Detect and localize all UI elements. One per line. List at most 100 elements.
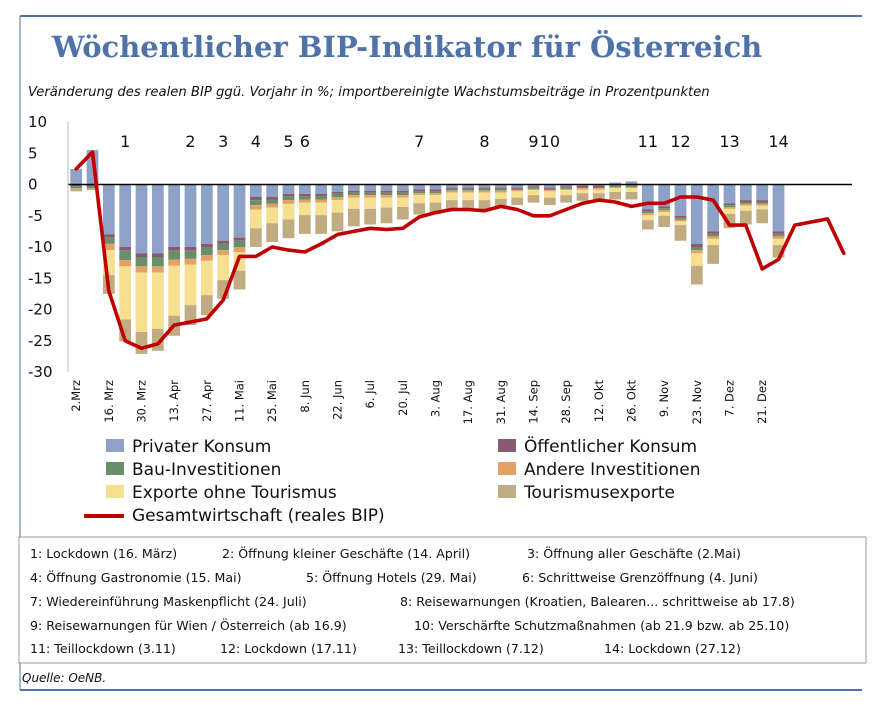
bar-segment xyxy=(168,247,181,251)
bar-segment xyxy=(511,191,524,198)
bar-segment xyxy=(592,188,605,190)
legend-label: Privater Konsum xyxy=(132,437,271,457)
y-tick-label: -25 xyxy=(28,332,53,350)
bar-segment xyxy=(217,280,230,299)
bar-segment xyxy=(298,199,311,203)
bar-segment xyxy=(413,203,426,215)
bar-segment xyxy=(151,184,164,254)
bar-segment xyxy=(576,193,589,201)
bar-segment xyxy=(494,188,507,191)
bar-segment xyxy=(723,184,736,204)
source-note: Quelle: OeNB. xyxy=(22,671,106,685)
y-tick-label: -10 xyxy=(28,238,53,256)
y-tick-label: -30 xyxy=(28,363,53,381)
event-annotation: 7 xyxy=(414,132,424,151)
bar-segment xyxy=(462,192,475,201)
x-tick-label: 13. Apr xyxy=(167,380,181,422)
y-tick-label: 0 xyxy=(28,176,38,194)
x-tick-label: 9. Nov xyxy=(657,380,671,417)
bar-segment xyxy=(511,188,524,191)
x-tick-label: 26. Okt xyxy=(625,380,639,423)
legend-swatch xyxy=(106,439,124,452)
y-tick-label: -5 xyxy=(28,207,43,225)
bar-segment xyxy=(396,184,409,191)
bar-segment xyxy=(266,197,279,200)
legend-swatch xyxy=(106,485,124,498)
note-item: 2: Öffnung kleiner Geschäfte (14. April) xyxy=(222,545,470,561)
bar-segment xyxy=(739,210,752,225)
bar-segment xyxy=(641,184,654,210)
bar-segment xyxy=(739,200,752,202)
bar-segment xyxy=(364,208,377,225)
bar-segment xyxy=(560,186,573,188)
bar-segment xyxy=(494,198,507,207)
bar-segment xyxy=(756,205,769,210)
bar-segment xyxy=(429,189,442,192)
bar-segment xyxy=(282,203,295,220)
bar-segment xyxy=(233,237,246,241)
note-item: 11: Teillockdown (3.11) xyxy=(30,641,176,656)
note-item: 12: Lockdown (17.11) xyxy=(220,641,357,656)
event-annotation: 2 xyxy=(185,132,195,151)
bar-segment xyxy=(102,250,115,276)
bar-segment xyxy=(315,202,328,216)
bar-segment xyxy=(462,187,475,189)
x-tick-label: 25. Mai xyxy=(265,380,279,422)
bar-segment xyxy=(200,260,213,296)
bar-segment xyxy=(298,196,311,200)
bar-segment xyxy=(445,184,458,188)
event-annotation: 13 xyxy=(719,132,739,151)
bar-segment xyxy=(543,191,556,198)
bar-segment xyxy=(723,207,736,209)
x-tick-label: 3. Aug xyxy=(429,380,443,417)
bar-segment xyxy=(494,184,507,188)
x-tick-label: 16. Mrz xyxy=(102,380,116,423)
bar-segment xyxy=(200,255,213,261)
notes-box xyxy=(18,536,867,664)
bar-segment xyxy=(609,188,622,192)
x-tick-label: 17. Aug xyxy=(461,380,475,424)
x-tick-label: 20. Jul xyxy=(396,380,410,416)
bar-segment xyxy=(445,200,458,210)
page-title: Wöchentlicher BIP-Indikator für Österrei… xyxy=(51,28,762,64)
bar-segment xyxy=(364,195,377,198)
bar-segment xyxy=(347,190,360,193)
bar-segment xyxy=(102,237,115,244)
bar-segment xyxy=(396,190,409,193)
bar-segment xyxy=(102,234,115,238)
note-item: 4: Öffnung Gastronomie (15. Mai) xyxy=(30,569,242,585)
bar-segment xyxy=(462,188,475,191)
bar-segment xyxy=(674,225,687,241)
bar-segment xyxy=(756,203,769,206)
bar-segment xyxy=(70,168,83,185)
bar-segment xyxy=(135,257,148,267)
bar-segment xyxy=(396,197,409,207)
legend-label: Bau-Investitionen xyxy=(132,460,281,480)
bar-segment xyxy=(168,184,181,247)
x-tick-label: 21. Dez xyxy=(755,380,769,424)
bar-segment xyxy=(266,207,279,224)
bar-segment xyxy=(249,228,262,247)
bar-segment xyxy=(331,192,344,194)
bar-segment xyxy=(772,231,785,234)
bar-segment xyxy=(756,209,769,224)
x-tick-label: 31. Aug xyxy=(494,380,508,424)
legend-label: Tourismusexporte xyxy=(523,483,675,503)
legend-swatch xyxy=(106,462,124,475)
bar-segment xyxy=(690,253,703,266)
bar-segment xyxy=(266,223,279,242)
bar-segment xyxy=(511,184,524,188)
bar-segment xyxy=(707,245,720,264)
note-item: 9: Reisewarnungen für Wien / Österreich … xyxy=(30,617,347,633)
bar-segment xyxy=(70,188,83,192)
bar-segment xyxy=(266,203,279,208)
bar-segment xyxy=(494,192,507,199)
bar-segment xyxy=(184,305,197,326)
bar-segment xyxy=(200,243,213,248)
bar-segment xyxy=(527,184,540,187)
bar-segment xyxy=(380,195,393,198)
bar-segment xyxy=(249,197,262,201)
legend-swatch xyxy=(498,462,516,475)
bar-segment xyxy=(592,187,605,189)
bar-segment xyxy=(462,184,475,188)
